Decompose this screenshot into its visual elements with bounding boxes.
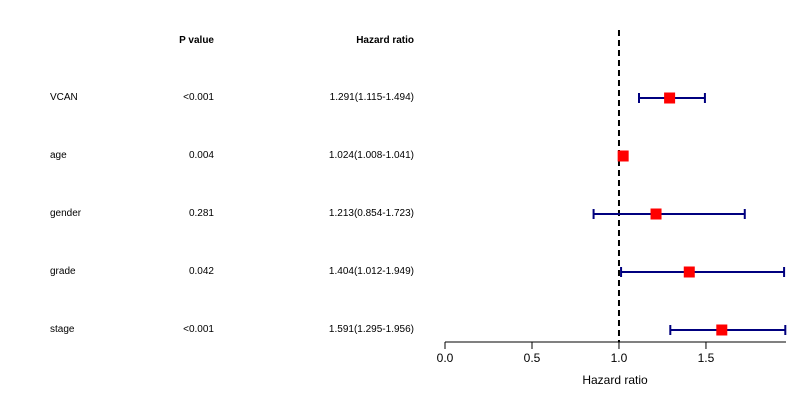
hazard-ratio-point [650,208,662,220]
x-tick-label: 1.5 [698,351,715,365]
hazard-ratio-cell: 1.024(1.008-1.041) [328,150,414,161]
variable-label: age [50,150,67,161]
hazard-ratio-cell: 1.291(1.115-1.494) [329,92,414,103]
hazard-ratio-point [617,150,629,162]
x-tick-label: 0.5 [524,351,541,365]
pvalue-cell: <0.001 [183,92,214,103]
hazard-ratio-cell: 1.404(1.012-1.949) [328,266,414,277]
variable-label: stage [50,324,75,335]
pvalue-cell: 0.042 [188,266,214,277]
variable-label: gender [50,208,82,219]
hazard-ratio-point [716,324,728,336]
variable-label: VCAN [50,92,78,103]
pvalue-cell: 0.281 [188,208,214,219]
x-axis-title: Hazard ratio [582,373,648,387]
hazard-ratio-point [664,92,676,104]
pvalue-cell: <0.001 [183,324,214,335]
hazard-ratio-point [683,266,695,278]
x-tick-label: 1.0 [611,351,628,365]
pvalue-cell: 0.004 [188,150,214,161]
hazard-ratio-header: Hazard ratio [356,35,414,46]
x-tick-label: 0.0 [437,351,454,365]
hazard-ratio-cell: 1.213(0.854-1.723) [328,208,414,219]
hazard-ratio-cell: 1.591(1.295-1.956) [328,324,414,335]
variable-label: grade [50,266,76,277]
pvalue-header: P value [179,35,214,46]
